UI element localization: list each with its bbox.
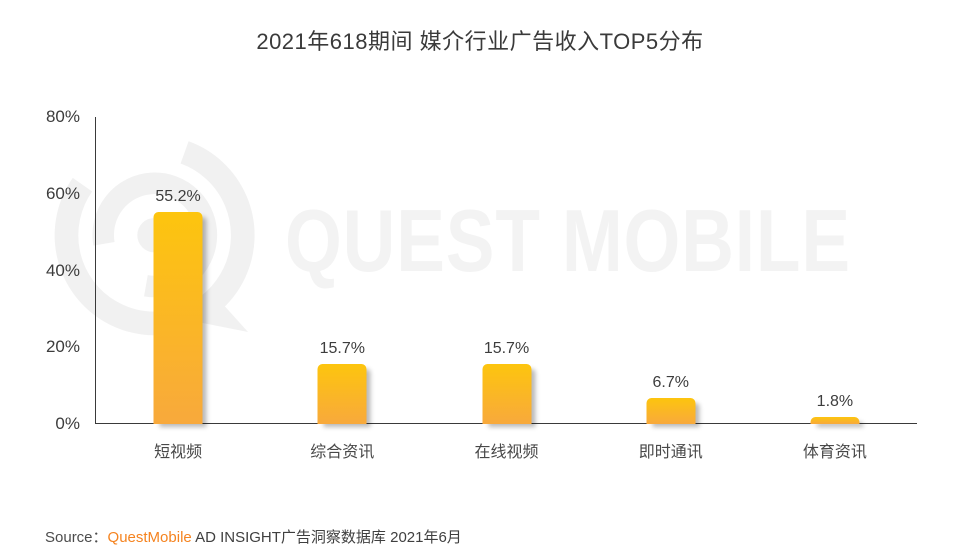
source-brand: QuestMobile (107, 529, 192, 546)
questmobile-watermark-text: QUEST MOBILE (285, 191, 851, 290)
source-line: Source：QuestMobile AD INSIGHT广告洞察数据库 202… (45, 526, 462, 547)
bar-category-label: 综合资讯 (310, 444, 375, 461)
y-axis-tick-label: 80% (45, 107, 80, 126)
bar-slot: 15.7% 综合资讯 (260, 117, 424, 461)
bar-category-label: 即时通讯 (638, 444, 703, 461)
y-axis-tick-label: 20% (45, 337, 80, 357)
bar-category-label: 体育资讯 (802, 444, 867, 461)
y-axis-labels: 0% 20% 40% 60% 80% (0, 107, 83, 433)
bar-value-label: 15.7% (319, 339, 365, 357)
y-axis-tick-label: 40% (45, 260, 80, 280)
bar (810, 417, 860, 424)
bar-category-label: 在线视频 (474, 444, 539, 461)
bar-value-label: 55.2% (155, 188, 201, 206)
chart-title: 2021年618期间 媒介行业广告收入TOP5分布 (256, 29, 704, 54)
bar-slot: 6.7% 即时通讯 (589, 117, 753, 461)
bars-layer: 55.2% 短视频 15.7% 综合资讯 15.7% 在线视频 6.7% 即时通讯 1.8% 体育… (96, 117, 917, 461)
y-axis-tick-label: 60% (45, 183, 80, 203)
bar-value-label: 6.7% (652, 374, 689, 392)
bar (482, 363, 531, 424)
bar-slot: 1.8% 体育资讯 (753, 117, 917, 461)
bar (646, 398, 696, 424)
bar-slot: 55.2% 短视频 (96, 117, 260, 461)
y-axis-tick-label: 0% (55, 414, 80, 433)
bar-slot: 15.7% 在线视频 (424, 117, 588, 461)
bar (153, 212, 203, 424)
source-suffix: AD INSIGHT广告洞察数据库 2021年6月 (191, 529, 462, 546)
source-prefix: Source： (45, 529, 108, 546)
bar-value-label: 1.8% (816, 393, 854, 411)
plot-area: 55.2% 短视频 15.7% 综合资讯 15.7% 在线视频 6.7% 即时通讯 1.8% 体育… (95, 117, 917, 461)
bar-category-label: 短视频 (154, 444, 203, 461)
bar-value-label: 15.7% (483, 339, 530, 357)
bar (317, 363, 367, 424)
